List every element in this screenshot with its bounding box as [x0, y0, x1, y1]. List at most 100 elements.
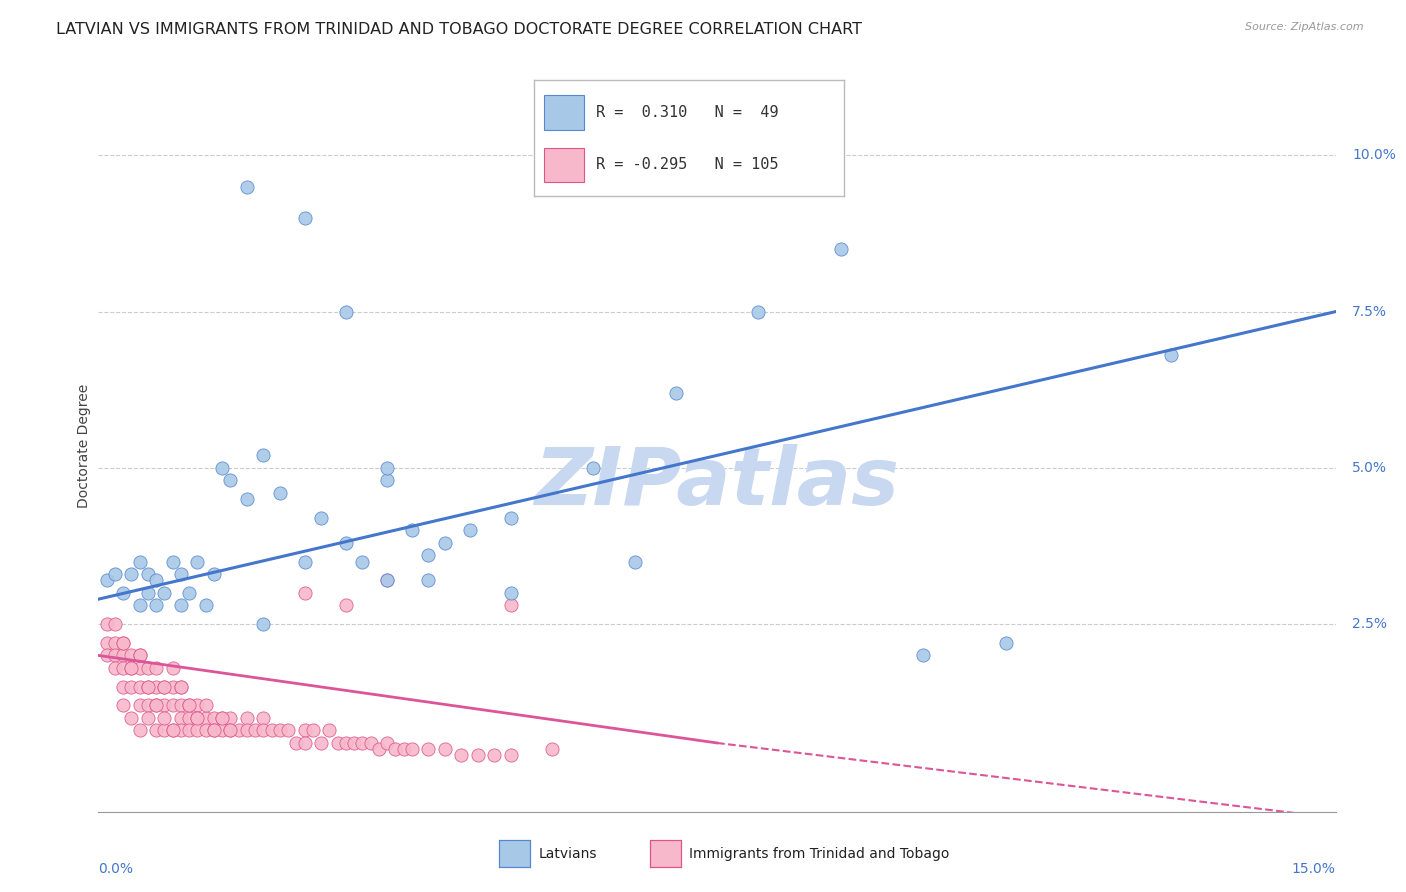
Point: [136, 586, 159, 600]
Point: [128, 661, 150, 675]
Point: [136, 680, 159, 694]
Point: [211, 461, 233, 475]
Text: 7.5%: 7.5%: [1353, 304, 1388, 318]
Point: [433, 536, 456, 550]
Point: [128, 599, 150, 613]
Point: [269, 723, 291, 738]
Point: [294, 586, 316, 600]
Point: [186, 555, 208, 569]
Point: [128, 555, 150, 569]
Point: [112, 586, 135, 600]
Point: [120, 661, 142, 675]
Point: [179, 711, 201, 725]
Point: [401, 524, 423, 538]
Point: [309, 511, 332, 525]
Point: [541, 742, 564, 756]
Point: [294, 555, 316, 569]
Point: [392, 742, 415, 756]
Point: [96, 648, 118, 663]
Point: [352, 736, 374, 750]
Text: 15.0%: 15.0%: [1292, 862, 1336, 876]
Point: [1160, 348, 1182, 362]
Point: [277, 723, 299, 738]
Point: [104, 617, 127, 632]
Point: [162, 680, 184, 694]
Point: [96, 617, 118, 632]
Point: [120, 680, 142, 694]
Point: [665, 385, 688, 400]
Point: [179, 698, 201, 713]
Point: [153, 586, 176, 600]
Point: [375, 461, 398, 475]
Point: [136, 661, 159, 675]
Point: [450, 748, 472, 763]
Point: [360, 736, 382, 750]
Point: [136, 698, 159, 713]
Point: [96, 636, 118, 650]
Point: [136, 711, 159, 725]
Point: [418, 574, 440, 588]
Point: [260, 723, 283, 738]
Point: [153, 680, 176, 694]
Point: [120, 648, 142, 663]
Point: [401, 742, 423, 756]
Point: [285, 736, 308, 750]
Point: [145, 574, 167, 588]
Point: [112, 648, 135, 663]
Point: [136, 680, 159, 694]
Text: 0.0%: 0.0%: [98, 862, 134, 876]
Text: 5.0%: 5.0%: [1353, 461, 1388, 475]
Point: [830, 242, 852, 256]
Point: [186, 711, 208, 725]
Point: [145, 599, 167, 613]
Point: [219, 723, 242, 738]
Point: [162, 723, 184, 738]
Point: [162, 698, 184, 713]
Point: [499, 599, 522, 613]
Point: [219, 474, 242, 488]
Point: [170, 698, 193, 713]
Point: [309, 736, 332, 750]
Text: Immigrants from Trinidad and Tobago: Immigrants from Trinidad and Tobago: [689, 847, 949, 861]
Point: [194, 698, 217, 713]
Point: [252, 617, 274, 632]
Point: [418, 742, 440, 756]
Point: [335, 304, 357, 318]
Point: [186, 698, 208, 713]
Point: [499, 511, 522, 525]
Point: [202, 567, 225, 582]
Point: [112, 680, 135, 694]
Point: [484, 748, 506, 763]
Point: [747, 304, 769, 318]
Point: [343, 736, 366, 750]
Point: [202, 711, 225, 725]
Point: [219, 711, 242, 725]
Point: [136, 567, 159, 582]
Point: [186, 723, 208, 738]
Point: [96, 574, 118, 588]
Point: [104, 661, 127, 675]
Point: [104, 648, 127, 663]
Point: [128, 723, 150, 738]
Point: [375, 474, 398, 488]
Point: [236, 179, 259, 194]
Point: [375, 574, 398, 588]
Point: [294, 736, 316, 750]
Point: [326, 736, 349, 750]
Text: Doctorate Degree: Doctorate Degree: [76, 384, 90, 508]
Point: [499, 586, 522, 600]
Point: [145, 723, 167, 738]
Point: [202, 723, 225, 738]
Point: [375, 736, 398, 750]
Text: Source: ZipAtlas.com: Source: ZipAtlas.com: [1246, 22, 1364, 32]
Point: [912, 648, 935, 663]
Point: [236, 492, 259, 507]
Point: [170, 680, 193, 694]
Point: [499, 748, 522, 763]
Point: [418, 549, 440, 563]
Bar: [544, 147, 583, 182]
Point: [145, 698, 167, 713]
Point: [318, 723, 340, 738]
Point: [104, 567, 127, 582]
Point: [384, 742, 406, 756]
